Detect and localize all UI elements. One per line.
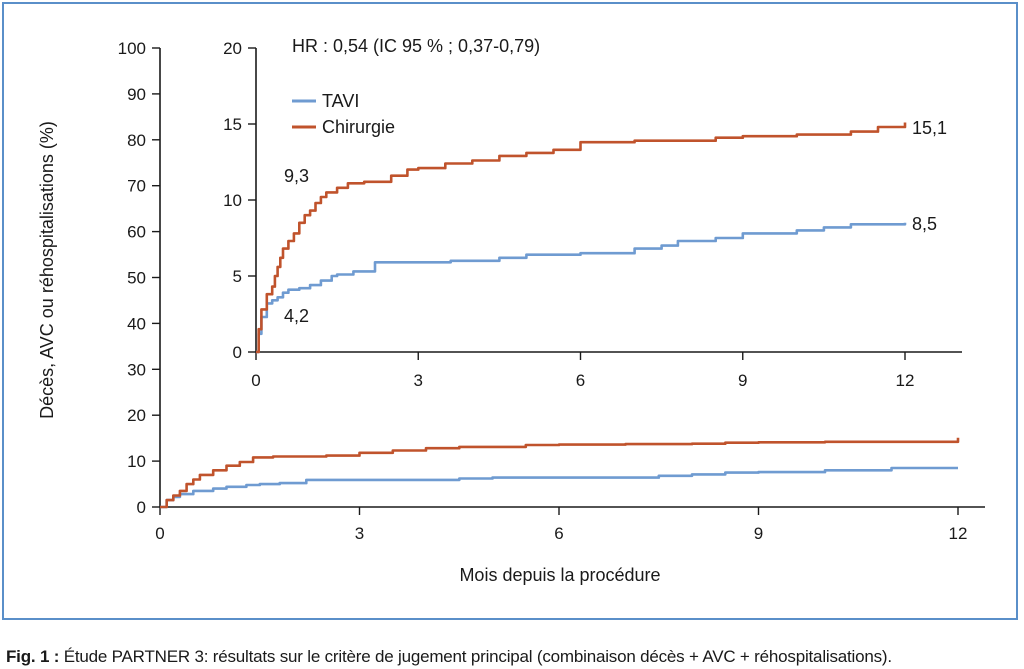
legend-label-chirurgie: Chirurgie xyxy=(322,117,395,137)
main-x-tick-label: 12 xyxy=(949,524,968,543)
inset-x-tick-label: 3 xyxy=(414,371,423,390)
inset-value-label-4-2: 4,2 xyxy=(284,306,309,326)
caption-text: Étude PARTNER 3: résultats sur le critèr… xyxy=(59,647,892,666)
main-y-tick-label: 90 xyxy=(127,85,146,104)
main-y-tick-label: 60 xyxy=(127,223,146,242)
inset-y-tick-label: 10 xyxy=(223,191,242,210)
main-series-chirurgie xyxy=(160,437,960,509)
inset-x-tick-label: 6 xyxy=(576,371,585,390)
main-y-tick-label: 30 xyxy=(127,360,146,379)
main-x-tick-label: 3 xyxy=(355,524,364,543)
main-x-tick-label: 0 xyxy=(155,524,164,543)
main-y-tick-label: 100 xyxy=(118,39,146,58)
inset-ticks: 0 5 10 15 20 0 3 6 9 12 xyxy=(223,39,914,390)
main-x-axis-label: Mois depuis la procédure xyxy=(459,565,660,585)
inset-series xyxy=(256,122,907,354)
figure-frame xyxy=(2,2,1018,620)
inset-hr-annotation: HR : 0,54 (IC 95 % ; 0,37-0,79) xyxy=(292,36,540,56)
main-y-axis-label: Décès, AVC ou réhospitalisations (%) xyxy=(37,121,57,419)
inset-series-chirurgie xyxy=(256,122,907,354)
inset-legend: TAVI Chirurgie xyxy=(292,91,395,137)
main-y-tick-label: 80 xyxy=(127,131,146,150)
legend-label-tavi: TAVI xyxy=(322,91,359,111)
inset-x-tick-label: 9 xyxy=(738,371,747,390)
main-y-tick-label: 40 xyxy=(127,314,146,333)
main-y-tick-label: 10 xyxy=(127,452,146,471)
main-x-tick-label: 6 xyxy=(554,524,563,543)
main-y-tick-label: 20 xyxy=(127,406,146,425)
caption-label: Fig. 1 : xyxy=(6,647,60,666)
inset-value-label-9-3: 9,3 xyxy=(284,166,309,186)
inset-series-tavi xyxy=(256,222,907,354)
main-y-tick-label: 50 xyxy=(127,269,146,288)
figure-caption: Fig. 1 : Étude PARTNER 3: résultats sur … xyxy=(6,647,892,667)
inset-value-label-15-1: 15,1 xyxy=(912,118,947,138)
main-series xyxy=(160,437,960,509)
inset-y-tick-label: 20 xyxy=(223,39,242,58)
main-series-tavi xyxy=(160,466,958,509)
inset-x-tick-label: 12 xyxy=(896,371,915,390)
main-x-tick-label: 9 xyxy=(754,524,763,543)
inset-y-tick-label: 0 xyxy=(233,343,242,362)
inset-value-label-8-5: 8,5 xyxy=(912,214,937,234)
main-y-tick-label: 70 xyxy=(127,177,146,196)
inset-y-tick-label: 5 xyxy=(233,267,242,286)
inset-x-tick-label: 0 xyxy=(251,371,260,390)
inset-y-tick-label: 15 xyxy=(223,115,242,134)
main-y-tick-label: 0 xyxy=(137,498,146,517)
inset-chart: 0 5 10 15 20 0 3 6 9 12 HR : 0,54 (IC 95 % ; 0,37… xyxy=(223,36,962,390)
